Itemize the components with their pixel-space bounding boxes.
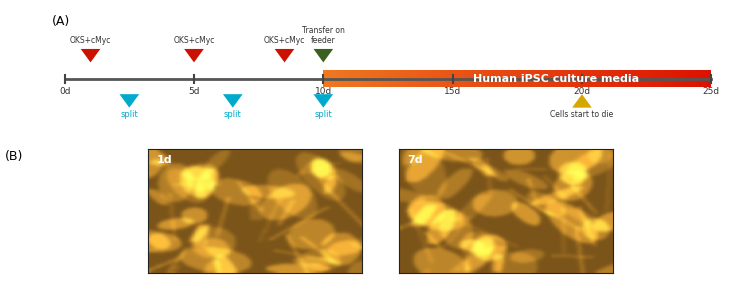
- Polygon shape: [81, 49, 101, 62]
- Text: 7d: 7d: [408, 155, 423, 165]
- Text: 10d: 10d: [315, 87, 332, 96]
- Text: OKS+cMyc: OKS+cMyc: [70, 36, 111, 45]
- Text: split: split: [314, 110, 333, 119]
- Text: Transfer on
feeder: Transfer on feeder: [302, 26, 345, 45]
- Text: 25d: 25d: [703, 87, 720, 96]
- Text: Human iPSC culture media: Human iPSC culture media: [473, 74, 639, 83]
- Text: 0d: 0d: [59, 87, 70, 96]
- Text: OKS+cMyc: OKS+cMyc: [264, 36, 305, 45]
- Text: 20d: 20d: [573, 87, 590, 96]
- Text: 15d: 15d: [444, 87, 461, 96]
- Text: (A): (A): [52, 15, 70, 28]
- Polygon shape: [184, 49, 204, 62]
- Text: (B): (B): [4, 150, 23, 163]
- Polygon shape: [120, 94, 139, 108]
- Text: 5d: 5d: [188, 87, 200, 96]
- Polygon shape: [223, 94, 242, 108]
- Text: split: split: [120, 110, 138, 119]
- Text: split: split: [224, 110, 242, 119]
- Text: Cells start to die: Cells start to die: [551, 110, 613, 119]
- Polygon shape: [313, 94, 333, 108]
- Polygon shape: [572, 94, 592, 108]
- Polygon shape: [275, 49, 294, 62]
- Polygon shape: [313, 49, 333, 62]
- Text: OKS+cMyc: OKS+cMyc: [174, 36, 214, 45]
- Text: 1d: 1d: [157, 155, 172, 165]
